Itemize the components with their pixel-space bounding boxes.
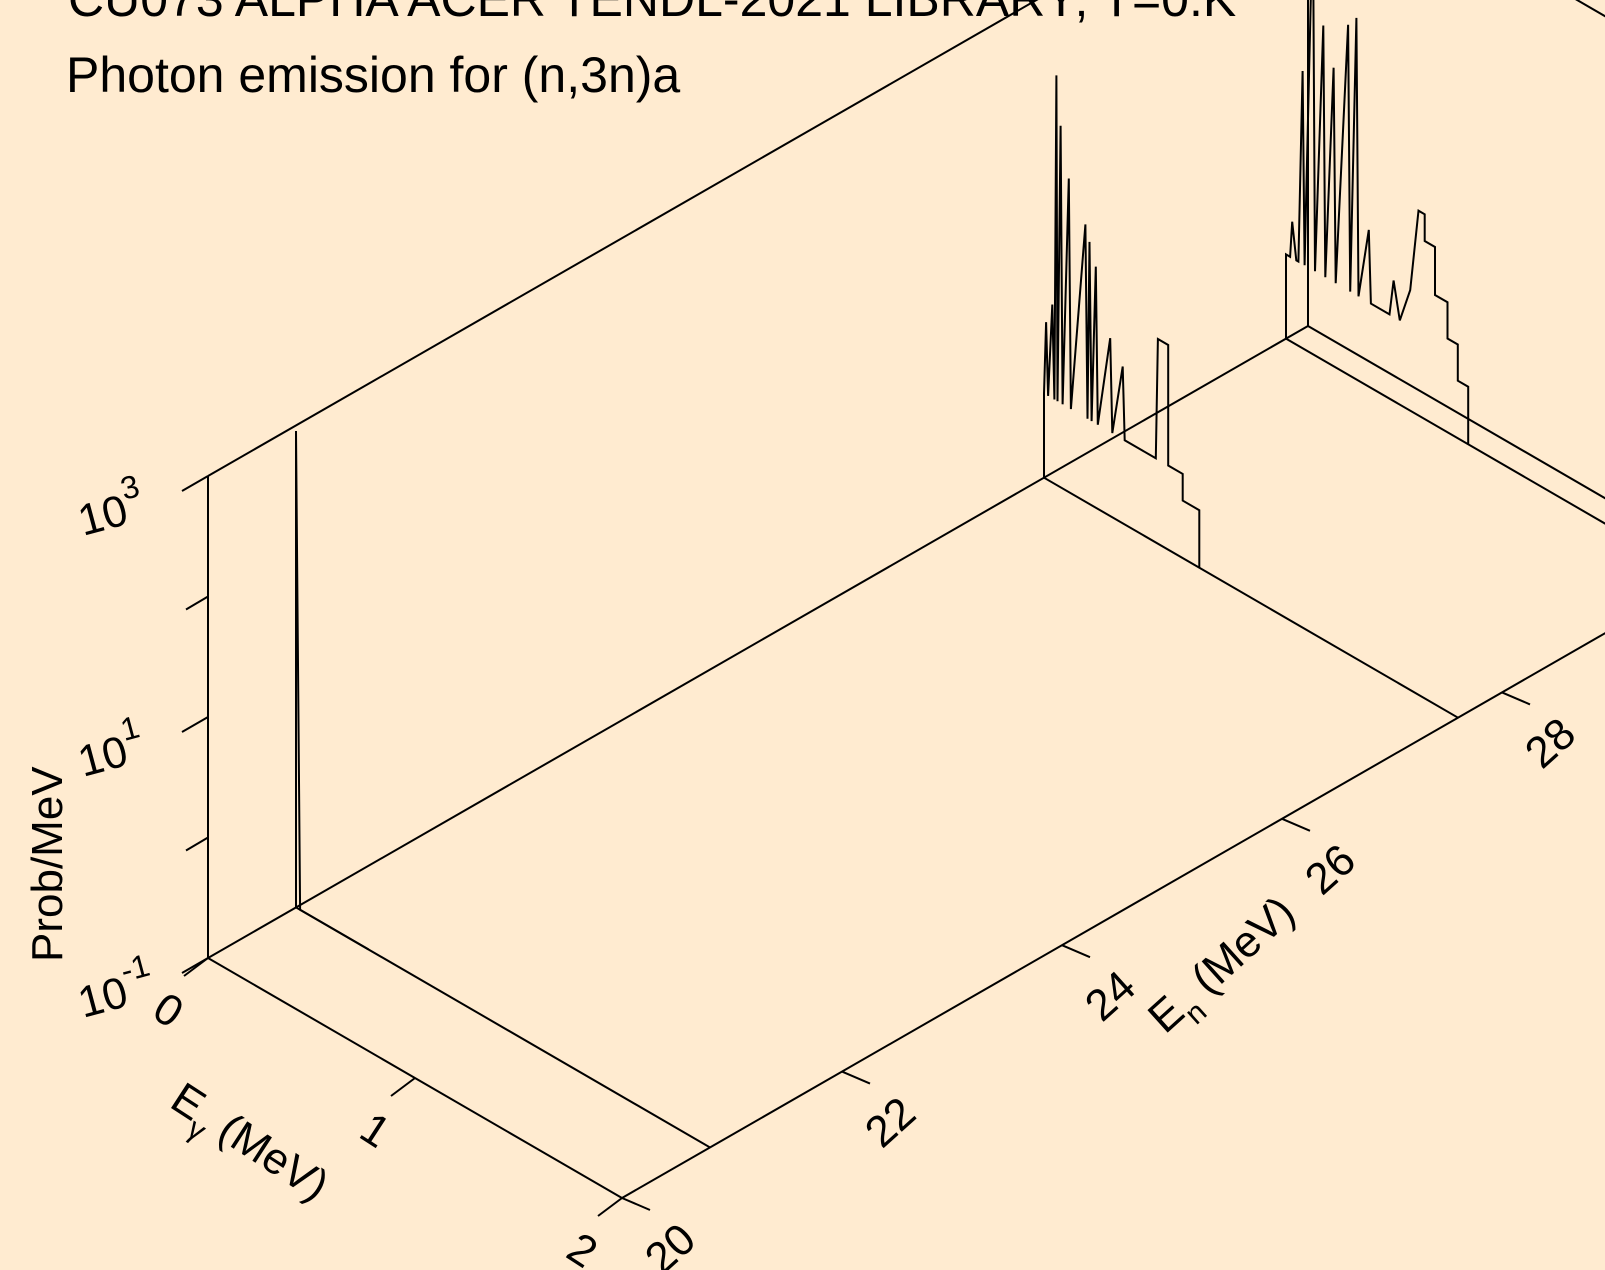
z-axis-label: Prob/MeV xyxy=(23,766,72,962)
x-tick xyxy=(597,1197,623,1217)
axis-ticks: 10-1101103012202224262830 xyxy=(69,468,1585,1270)
chart-subtitle: Photon emission for (n,3n)a xyxy=(66,47,680,103)
z-major-tick xyxy=(181,716,209,733)
chart-title: CU073 ALPHA ACER TENDL-2021 LIBRARY; T=0… xyxy=(68,0,1236,27)
z-tick-label: 10-1 xyxy=(69,947,160,1028)
x-tick xyxy=(183,957,209,977)
x-tick-label: 1 xyxy=(352,1103,399,1157)
y-tick xyxy=(1281,817,1311,832)
spectrum-slices xyxy=(295,0,1605,1149)
x-tick xyxy=(390,1077,416,1097)
x-tick-label: 2 xyxy=(559,1223,606,1270)
z-tick-label: 101 xyxy=(69,709,150,787)
axes-frame xyxy=(207,0,1605,1199)
spectrum-slice xyxy=(1285,0,1605,525)
x-axis-label-unit: (MeV) xyxy=(200,1097,337,1210)
slice-baseline xyxy=(1285,337,1605,525)
y-tick-label: 24 xyxy=(1076,961,1145,1030)
slice-baseline xyxy=(1043,476,1459,719)
y-tick xyxy=(1061,944,1091,959)
y-tick-label: 22 xyxy=(856,1088,925,1157)
z-minor-tick xyxy=(185,836,209,852)
spectrum-slice xyxy=(1043,75,1459,719)
right-top-edge xyxy=(1575,0,1605,18)
back-floor-edge xyxy=(207,325,1309,959)
x-tick-label: 0 xyxy=(145,983,192,1037)
z-minor-tick xyxy=(185,595,209,611)
spectrum-curve xyxy=(295,430,370,951)
y-axis-line xyxy=(621,632,1605,1199)
z-major-tick xyxy=(181,475,209,492)
z-tick-label: 103 xyxy=(69,468,150,546)
y-tick-label: 26 xyxy=(1296,835,1365,904)
spectrum-slice xyxy=(295,430,711,1149)
x-axis-label: Eγ (MeV) xyxy=(157,1073,338,1219)
y-tick xyxy=(1501,691,1531,706)
back-top-edge xyxy=(207,0,1039,477)
right-floor-edge xyxy=(1307,325,1605,500)
y-tick-label: 20 xyxy=(636,1214,705,1270)
y-axis-label-unit: (MeV) xyxy=(1173,887,1304,1012)
spectrum-curve xyxy=(1285,0,1470,445)
y-tick xyxy=(841,1070,871,1085)
y-axis-label: En (MeV) xyxy=(1139,887,1311,1051)
y-tick-label: 28 xyxy=(1516,709,1585,778)
y-tick xyxy=(621,1197,651,1211)
spectrum-curve xyxy=(1043,75,1201,568)
